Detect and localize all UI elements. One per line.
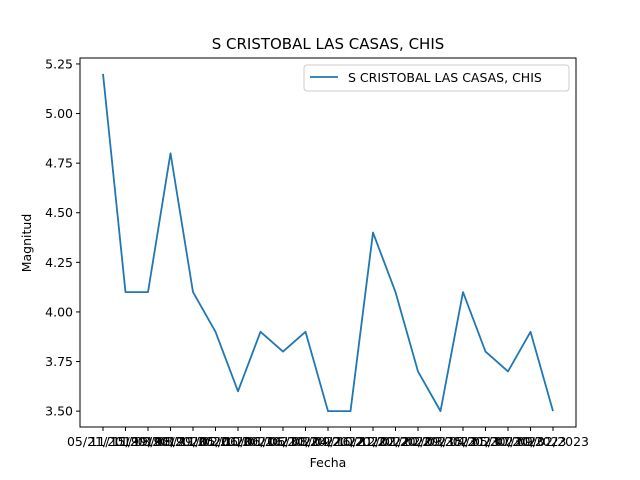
series-line <box>102 73 554 413</box>
y-tick-label: 4.50 <box>45 205 73 220</box>
x-tick-label: 11/05/2020 <box>179 434 251 449</box>
legend-box <box>303 64 570 92</box>
x-tick-label: 06/30/2022 <box>269 434 341 449</box>
y-tick-label: 4.00 <box>45 304 73 319</box>
y-axis: 3.50 3.75 4.00 4.25 4.50 4.75 5.00 5.25 <box>45 56 80 419</box>
x-tick-label: 01/06/2022 <box>247 434 319 449</box>
x-tick-label: 05/21/2019 <box>67 434 139 449</box>
legend: S CRISTOBAL LAS CASAS, CHIS <box>303 64 570 92</box>
chart-title: S CRISTOBAL LAS CASAS, CHIS <box>212 35 445 53</box>
x-tick-label: 10/06/2021 <box>224 434 296 449</box>
x-tick-label: 09/02/2023 <box>517 434 589 449</box>
x-tick-label: 04/21/2023 <box>449 434 521 449</box>
x-tick-label: 08/04/2022 <box>292 434 364 449</box>
x-tick-label: 09/16/2022 <box>314 434 386 449</box>
legend-label: S CRISTOBAL LAS CASAS, CHIS <box>348 70 542 85</box>
plot-frame <box>79 57 577 428</box>
x-tick-label: 03/15/2023 <box>427 434 499 449</box>
x-tick-label: 11/15/2019 <box>89 434 161 449</box>
x-tick-label: 02/09/2023 <box>404 434 476 449</box>
x-tick-label: 08/08/2020 <box>134 434 206 449</box>
x-axis: 05/21/201911/15/201911/19/201908/08/2020… <box>67 427 589 449</box>
x-tick-label: 07/20/2023 <box>494 434 566 449</box>
x-tick-label: 02/06/2021 <box>202 434 274 449</box>
x-tick-label: 10/21/2022 <box>337 434 409 449</box>
x-tick-label: 11/19/2019 <box>112 434 184 449</box>
x-tick-label: 05/30/2023 <box>472 434 544 449</box>
y-tick-label: 3.75 <box>45 354 73 369</box>
y-tick-label: 3.50 <box>45 404 73 419</box>
y-tick-label: 5.25 <box>45 56 73 71</box>
x-tick-label: 12/02/2022 <box>359 434 431 449</box>
y-axis-title: Magnitud <box>19 214 34 273</box>
x-tick-label: 08/29/2020 <box>157 434 229 449</box>
x-axis-title: Fecha <box>310 455 347 470</box>
y-tick-label: 4.25 <box>45 255 73 270</box>
y-tick-label: 5.00 <box>45 106 73 121</box>
y-tick-label: 4.75 <box>45 156 73 171</box>
x-tick-label: 01/20/2023 <box>382 434 454 449</box>
